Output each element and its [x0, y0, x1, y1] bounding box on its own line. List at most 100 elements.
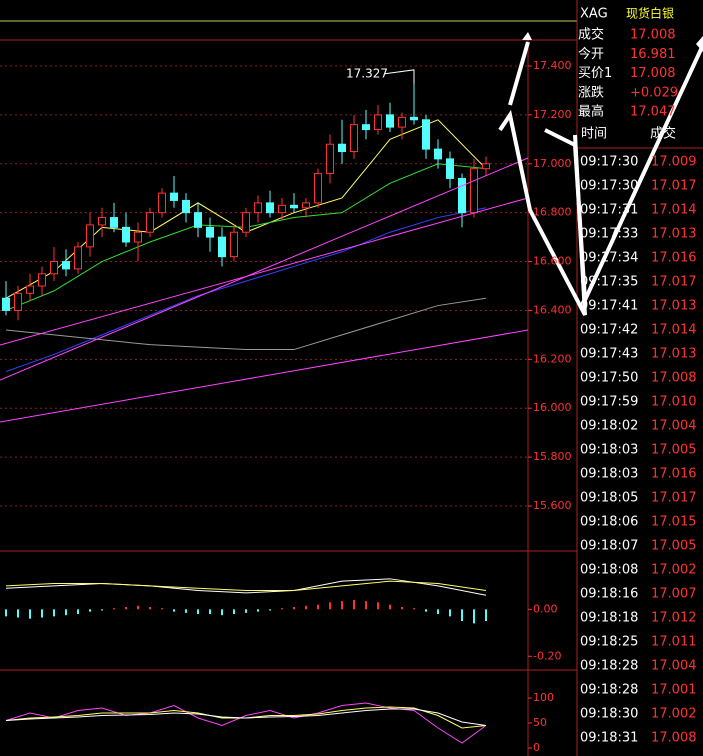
candle-body — [410, 116, 418, 121]
indicator-line — [5, 702, 487, 744]
symbol: XAG — [580, 7, 608, 22]
y-tick-label: 15.600 — [533, 499, 572, 512]
arrow — [544, 44, 703, 301]
trade-price: 17.013 — [651, 227, 697, 242]
trade-time: 09:17:50 — [580, 371, 638, 386]
candle-body — [338, 143, 346, 153]
trade-time: 09:17:42 — [580, 323, 638, 338]
candle-body — [194, 212, 202, 228]
candle-body — [446, 158, 454, 179]
y-tick-label: 17.000 — [533, 157, 572, 170]
trade-price: 17.005 — [651, 539, 697, 554]
trade-price: 17.017 — [651, 179, 697, 194]
candle-body — [470, 168, 478, 214]
candle-body — [254, 202, 262, 214]
quote-value: +0.029 — [630, 85, 678, 100]
quote-value: 17.047 — [630, 105, 676, 120]
candle-body — [302, 202, 310, 209]
candle-body — [2, 297, 10, 311]
price-plot — [0, 65, 532, 749]
candle-body — [362, 124, 370, 131]
y-tick-label: 15.800 — [533, 450, 572, 463]
y-tick-label: 50 — [533, 716, 547, 729]
annotation-leader — [383, 69, 415, 84]
candle-body — [98, 217, 106, 226]
candle-body — [434, 148, 442, 160]
table-header: 成交 — [650, 126, 676, 142]
candle-body — [206, 226, 214, 238]
trade-price: 17.013 — [651, 347, 697, 362]
trade-time: 09:17:30 — [580, 155, 638, 170]
symbol-name: 现货白银 — [626, 6, 674, 21]
trade-price: 17.012 — [651, 611, 697, 626]
trade-price: 17.004 — [651, 419, 697, 434]
trade-time: 09:18:28 — [580, 659, 638, 674]
quote-value: 17.008 — [630, 66, 676, 81]
trade-price: 17.005 — [651, 443, 697, 458]
table-header: 时间 — [581, 127, 607, 142]
indicator-line — [5, 207, 487, 373]
trend-line — [0, 197, 529, 346]
trade-price: 17.016 — [651, 251, 697, 266]
candle-body — [122, 226, 130, 243]
indicator-line — [5, 578, 487, 596]
trade-time: 09:18:25 — [580, 635, 638, 650]
trade-time: 09:18:07 — [580, 539, 638, 554]
quote-label: 买价1 — [578, 66, 612, 81]
candle-body — [386, 114, 394, 128]
candle-body — [62, 261, 70, 270]
candle-body — [158, 192, 166, 214]
trade-price: 17.014 — [651, 203, 697, 218]
candle-body — [278, 204, 286, 214]
trade-price: 17.010 — [651, 395, 697, 410]
candle-body — [374, 114, 382, 131]
candle-body — [350, 124, 358, 153]
candle-body — [170, 192, 178, 201]
y-tick-label: 16.000 — [533, 401, 572, 414]
candle-body — [422, 119, 430, 150]
indicator-line — [5, 580, 487, 592]
candle-body — [14, 292, 22, 311]
trade-time: 09:18:08 — [580, 563, 638, 578]
y-tick-label: 17.400 — [533, 59, 572, 72]
candle-body — [110, 217, 118, 228]
trade-price: 17.015 — [651, 515, 697, 530]
y-tick-label: 100 — [533, 691, 554, 704]
trend-line — [0, 157, 529, 381]
trade-time: 09:18:30 — [580, 707, 638, 722]
trade-price: 17.017 — [651, 275, 697, 290]
trade-time: 09:17:34 — [580, 251, 638, 266]
candle-body — [38, 273, 46, 287]
annotation: 17.327 — [346, 66, 388, 80]
candle-body — [314, 173, 322, 204]
y-tick-label: -0.20 — [533, 649, 561, 662]
y-tick-label: 0.00 — [533, 602, 558, 615]
trade-time: 09:18:18 — [580, 611, 638, 626]
y-tick-label: 16.800 — [533, 206, 572, 219]
arrow-head — [522, 32, 532, 40]
y-tick-label: 16.600 — [533, 255, 572, 268]
candle-body — [398, 116, 406, 128]
arrow-head — [696, 36, 703, 52]
trade-time: 09:18:06 — [580, 515, 638, 530]
trade-price: 17.008 — [651, 371, 697, 386]
candle-body — [290, 204, 298, 209]
trade-price: 17.007 — [651, 587, 697, 602]
trade-price: 17.017 — [651, 491, 697, 506]
trade-price: 17.014 — [651, 323, 697, 338]
candle-body — [482, 163, 490, 170]
y-tick-label: 17.200 — [533, 108, 572, 121]
candle-body — [266, 202, 274, 214]
candle-body — [26, 285, 34, 294]
candle-body — [218, 236, 226, 258]
trade-time: 09:17:43 — [580, 347, 638, 362]
quote-label: 今开 — [578, 46, 604, 62]
candle-body — [230, 231, 238, 258]
arrow — [508, 41, 530, 106]
y-tick-label: 16.400 — [533, 303, 572, 316]
candle-body — [74, 246, 82, 270]
candle-body — [86, 224, 94, 248]
candle-body — [50, 261, 58, 275]
trade-price: 17.011 — [651, 635, 697, 650]
